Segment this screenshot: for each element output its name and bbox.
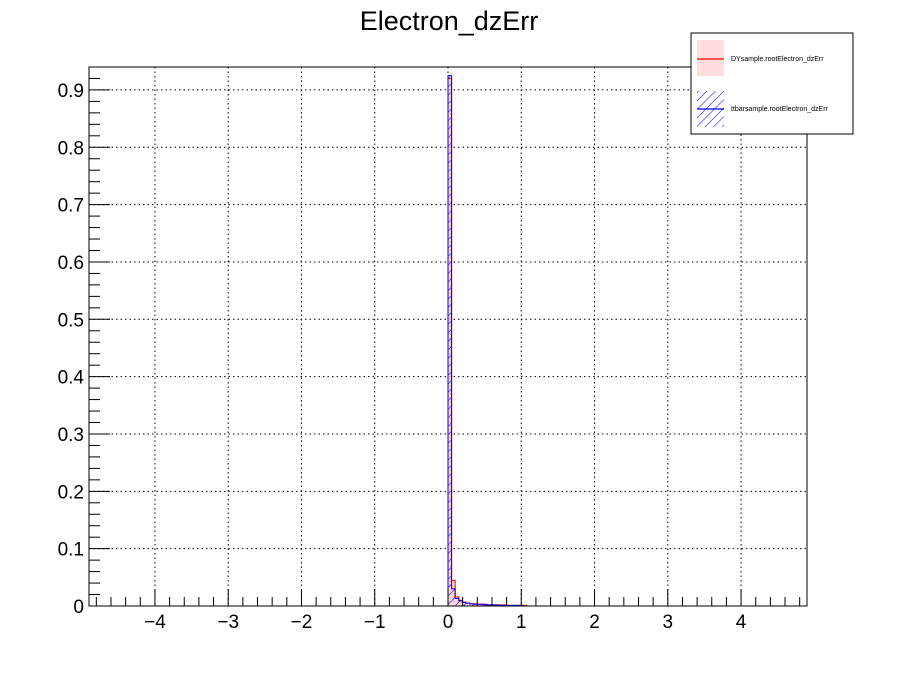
y-tick-label-5: 0.5 <box>58 310 84 331</box>
bar-1-14 <box>494 604 499 606</box>
x-tick-label-8: 4 <box>736 612 747 633</box>
y-tick-label-2: 0.2 <box>58 482 84 503</box>
x-tick-label-5: 1 <box>516 612 527 633</box>
y-tick-label-1: 0.1 <box>58 540 84 561</box>
bar-1-8 <box>473 604 477 606</box>
bar-1-11 <box>483 604 488 606</box>
y-tick-label-6: 0.6 <box>58 253 84 274</box>
legend: DYsample.rootElectron_dzErr ttbarsample.… <box>690 32 854 135</box>
x-axis-tick-labels: −4 −3 −2 −1 0 1 2 3 4 <box>144 612 747 633</box>
y-tick-label-7: 0.7 <box>58 196 84 217</box>
y-tick-label-9: 0.9 <box>58 81 84 102</box>
legend-swatch-dy <box>697 40 724 76</box>
x-tick-label-1: −3 <box>217 612 239 633</box>
y-tick-label-3: 0.3 <box>58 425 84 446</box>
bar-1-4 <box>458 600 463 606</box>
y-axis-tick-labels: 0 0.1 0.2 0.3 0.4 0.5 0.6 0.7 0.8 0.9 <box>58 81 85 618</box>
x-tick-label-3: −1 <box>364 612 386 633</box>
series-outline-1 <box>444 75 807 607</box>
chart-title: Electron_dzErr <box>360 6 539 36</box>
bar-1-6 <box>465 603 470 606</box>
bar-1-10 <box>480 604 484 606</box>
bar-1-1 <box>448 75 452 606</box>
bar-1-9 <box>476 604 481 606</box>
legend-label-ttbar: ttbarsample.rootElectron_dzErr <box>731 106 829 113</box>
histogram-series <box>444 75 807 607</box>
bar-1-3 <box>455 598 459 606</box>
y-tick-label-0: 0 <box>73 597 84 618</box>
x-tick-label-2: −2 <box>291 612 313 633</box>
y-tick-label-8: 0.8 <box>58 138 84 159</box>
x-tick-label-4: 0 <box>443 612 454 633</box>
legend-entry-dy: DYsample.rootElectron_dzErr <box>697 40 824 76</box>
x-tick-label-7: 3 <box>663 612 674 633</box>
bar-1-5 <box>462 602 466 606</box>
bar-1-7 <box>469 603 474 606</box>
bar-1-12 <box>487 604 492 606</box>
x-tick-label-6: 2 <box>589 612 600 633</box>
legend-entry-ttbar: ttbarsample.rootElectron_dzErr <box>697 91 829 127</box>
series-1 <box>444 75 807 607</box>
y-tick-label-4: 0.4 <box>58 368 85 389</box>
legend-label-dy: DYsample.rootElectron_dzErr <box>731 56 824 63</box>
x-tick-label-0: −4 <box>144 612 166 633</box>
axis-ticks <box>89 77 801 607</box>
bar-1-2 <box>451 588 456 606</box>
bar-1-13 <box>491 604 495 606</box>
